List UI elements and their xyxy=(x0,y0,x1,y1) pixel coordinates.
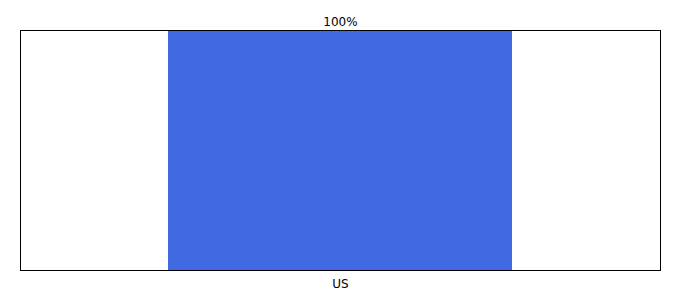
svg-text:100%: 100% xyxy=(323,15,357,29)
svg-text:US: US xyxy=(332,277,348,291)
